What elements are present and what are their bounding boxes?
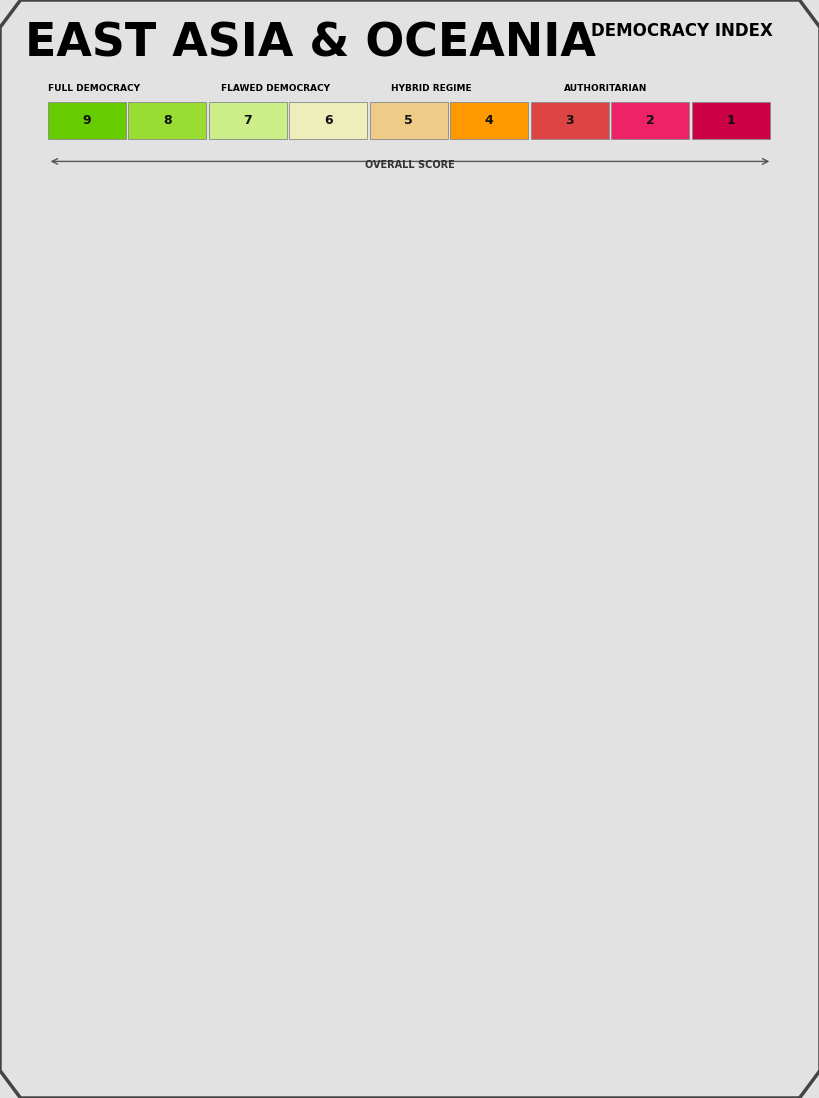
- Text: 4: 4: [484, 113, 493, 126]
- Text: 6: 6: [324, 113, 333, 126]
- FancyBboxPatch shape: [691, 102, 769, 138]
- Text: 1: 1: [726, 113, 735, 126]
- Text: AUTHORITARIAN: AUTHORITARIAN: [563, 85, 647, 93]
- Text: HYBRID REGIME: HYBRID REGIME: [390, 85, 471, 93]
- Text: 3: 3: [565, 113, 573, 126]
- FancyBboxPatch shape: [450, 102, 527, 138]
- FancyBboxPatch shape: [48, 102, 125, 138]
- FancyBboxPatch shape: [530, 102, 608, 138]
- FancyBboxPatch shape: [128, 102, 206, 138]
- Text: DEMOCRACY INDEX: DEMOCRACY INDEX: [590, 22, 772, 40]
- FancyBboxPatch shape: [369, 102, 447, 138]
- Text: FLAWED DEMOCRACY: FLAWED DEMOCRACY: [221, 85, 330, 93]
- Text: FULL DEMOCRACY: FULL DEMOCRACY: [48, 85, 139, 93]
- Text: 8: 8: [163, 113, 171, 126]
- FancyBboxPatch shape: [610, 102, 689, 138]
- FancyBboxPatch shape: [209, 102, 287, 138]
- Text: 7: 7: [243, 113, 252, 126]
- Text: 9: 9: [83, 113, 91, 126]
- FancyBboxPatch shape: [289, 102, 367, 138]
- Text: 2: 2: [645, 113, 654, 126]
- Text: OVERALL SCORE: OVERALL SCORE: [364, 160, 455, 170]
- Text: EAST ASIA & OCEANIA: EAST ASIA & OCEANIA: [25, 22, 595, 67]
- Text: 5: 5: [404, 113, 413, 126]
